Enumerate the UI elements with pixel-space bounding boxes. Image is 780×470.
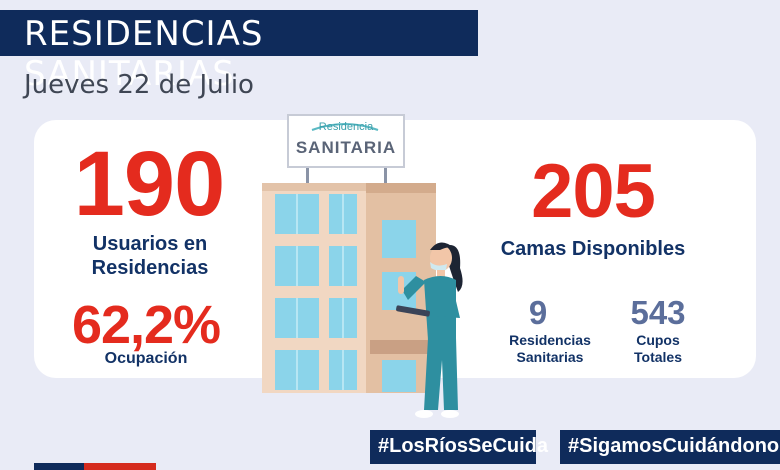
total-capacity-count: 543 <box>630 294 686 331</box>
beds-available-count: 205 <box>531 149 656 234</box>
users-count: 190 <box>73 133 226 235</box>
sign-line-residencia: Residencia <box>318 121 374 133</box>
building <box>262 183 436 393</box>
residences-count: 9 <box>528 294 548 331</box>
nurse-figure <box>396 242 463 418</box>
residences-label-line1: Residencias <box>509 332 591 348</box>
total-capacity-label: Cupos Totales <box>618 332 698 366</box>
hashtag-sigamos: #SigamosCuidándonos <box>560 430 780 464</box>
hashtag-los-rios: #LosRíosSeCuida <box>370 430 548 464</box>
residences-label: Residencias Sanitarias <box>500 332 600 366</box>
users-label-line2: Residencias <box>91 257 209 279</box>
page-title: RESIDENCIAS SANITARIAS <box>0 10 478 94</box>
page-title-text: RESIDENCIAS SANITARIAS <box>24 14 264 94</box>
users-label-line1: Usuarios en <box>92 233 208 255</box>
occupancy-percent: 62,2% <box>71 295 221 355</box>
beds-available-label: Camas Disponibles <box>500 238 686 260</box>
residences-label-line2: Sanitarias <box>516 349 584 365</box>
sign-line-sanitaria: SANITARIA <box>295 138 397 157</box>
total-capacity-label-line2: Totales <box>634 349 682 365</box>
users-label: Usuarios en Residencias <box>60 232 240 280</box>
occupancy-label: Ocupación <box>104 350 188 367</box>
flag-stripe-blue <box>34 463 84 470</box>
flag-stripe-red <box>34 463 156 470</box>
total-capacity-label-line1: Cupos <box>636 332 680 348</box>
sign-text: Residencia SANITARIA <box>288 121 404 158</box>
date-label: Jueves 22 de Julio <box>24 70 254 100</box>
residence-sign <box>287 114 405 186</box>
